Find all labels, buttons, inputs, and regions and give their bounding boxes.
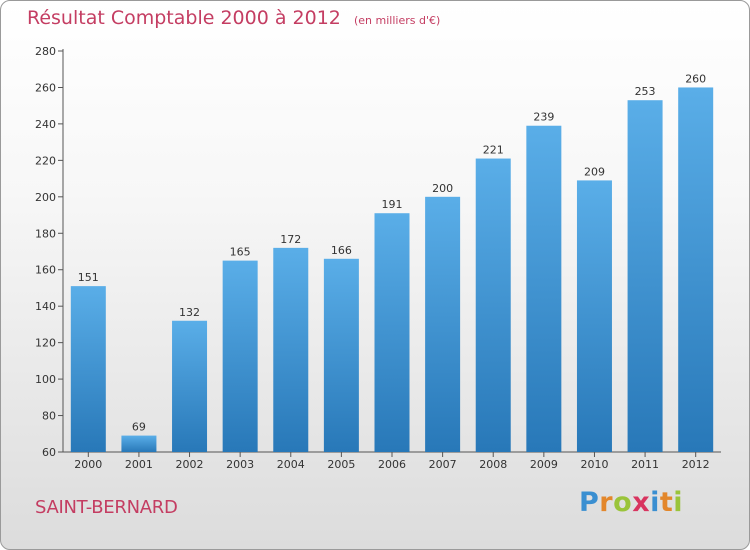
bar-value-label: 151	[78, 271, 99, 284]
chart-subtitle: (en milliers d'€)	[353, 14, 441, 27]
chart-title: Résultat Comptable 2000 à 2012	[27, 7, 341, 29]
logo-letter: P	[579, 487, 600, 518]
bar-2006	[374, 213, 410, 452]
bar-2000	[70, 286, 106, 452]
x-tick-label: 2007	[429, 458, 457, 471]
bar-value-label: 165	[230, 246, 251, 259]
logo-letter: r	[599, 487, 614, 518]
y-tick-label: 100	[35, 373, 56, 386]
x-tick-label: 2010	[580, 458, 608, 471]
x-tick-label: 2006	[378, 458, 406, 471]
logo-letter: t	[659, 487, 674, 518]
bar-value-label: 200	[432, 182, 453, 195]
bar-2002	[172, 320, 208, 452]
y-tick-label: 280	[35, 45, 56, 58]
x-tick-label: 2009	[530, 458, 558, 471]
x-tick-label: 2008	[479, 458, 507, 471]
x-tick-label: 2002	[176, 458, 204, 471]
bar-value-label: 260	[685, 72, 706, 85]
x-tick-label: 2012	[682, 458, 710, 471]
y-tick-label: 240	[35, 118, 56, 131]
x-tick-label: 2000	[74, 458, 102, 471]
x-tick-label: 2011	[631, 458, 659, 471]
x-tick-label: 2004	[277, 458, 305, 471]
labels: 151 2000 69 2001 132 2002 165 2003 172 2004 166 200…	[74, 72, 709, 471]
y-tick-label: 120	[35, 337, 56, 350]
bar-2004	[273, 247, 309, 452]
bar-2001	[121, 435, 157, 452]
bar-value-label: 253	[635, 85, 656, 98]
logo-letter: x	[632, 487, 651, 518]
y-tick-label: 140	[35, 300, 56, 313]
bar-value-label: 172	[280, 233, 301, 246]
x-tick-label: 2001	[125, 458, 153, 471]
y-tick-label: 60	[42, 446, 56, 459]
logo-letter: o	[613, 487, 633, 518]
logo-letter: i	[673, 487, 684, 518]
bar-value-label: 221	[483, 144, 504, 157]
x-tick-label: 2003	[226, 458, 254, 471]
bar-value-label: 166	[331, 244, 352, 257]
proxiti-logo: Proxiti	[579, 487, 683, 518]
bar-2005	[323, 258, 359, 452]
y-tick-label: 200	[35, 191, 56, 204]
y-tick-label: 160	[35, 264, 56, 277]
logo-letter: i	[650, 487, 660, 518]
bar-2008	[475, 158, 511, 453]
bar-value-label: 209	[584, 165, 605, 178]
bar-value-label: 132	[179, 306, 200, 319]
bar-2011	[627, 100, 663, 453]
bar-value-label: 69	[132, 421, 146, 434]
bar-2010	[576, 180, 612, 452]
bar-2012	[678, 87, 714, 453]
bar-2003	[222, 260, 258, 452]
bars	[70, 87, 714, 453]
x-tick-label: 2005	[327, 458, 355, 471]
bar-2007	[425, 196, 461, 452]
bar-value-label: 191	[382, 198, 403, 211]
commune-name: SAINT-BERNARD	[35, 497, 178, 518]
title-row: Résultat Comptable 2000 à 2012 (en milli…	[27, 7, 440, 29]
y-tick-label: 220	[35, 154, 56, 167]
bar-value-label: 239	[533, 111, 554, 124]
y-tick-label: 180	[35, 227, 56, 240]
y-tick-label: 260	[35, 81, 56, 94]
y-tick-label: 80	[42, 410, 56, 423]
bar-2009	[526, 125, 562, 453]
